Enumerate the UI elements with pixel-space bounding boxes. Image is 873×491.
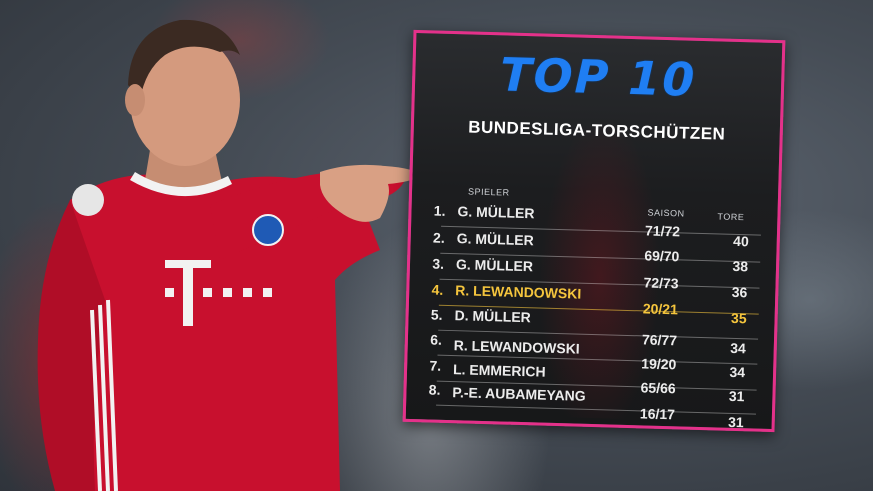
card-heading: TOP 10: [499, 47, 698, 107]
row-player: G. MÜLLER: [455, 256, 534, 275]
row-rank: 2.: [432, 229, 445, 246]
row-player: G. MÜLLER: [457, 203, 535, 222]
sleeve-patch: [72, 184, 104, 216]
column-header-player: SPIELER: [467, 186, 510, 198]
row-goals: 31: [727, 413, 744, 431]
row-rank: 5.: [430, 306, 443, 323]
row-goals: 31: [728, 387, 745, 405]
row-season: 76/77: [641, 331, 678, 349]
row-player: R. LEWANDOWSKI: [453, 337, 580, 357]
row-player: D. MÜLLER: [454, 307, 532, 326]
row-rank: 6.: [429, 331, 443, 348]
row-rank: 4.: [431, 281, 444, 298]
row-rank: 3.: [432, 255, 445, 272]
sponsor-logo: [165, 260, 272, 326]
row-player: R. LEWANDOWSKI: [455, 282, 582, 302]
club-crest: [252, 214, 284, 246]
row-rank: 1.: [433, 202, 446, 219]
row-player: G. MÜLLER: [456, 230, 534, 249]
row-rank: 8.: [428, 381, 441, 398]
row-goals: 34: [729, 363, 746, 381]
row-rank: 7.: [429, 357, 442, 374]
row-player: L. EMMERICH: [452, 361, 546, 380]
top10-scorers-card: TOP 10 BUNDESLIGA-TORSCHÜTZEN SPIELER SA…: [402, 29, 786, 433]
row-season: 65/66: [640, 379, 676, 397]
row-season: 16/17: [639, 405, 676, 423]
row-season: 19/20: [641, 355, 677, 373]
row-goals: 34: [729, 339, 747, 357]
